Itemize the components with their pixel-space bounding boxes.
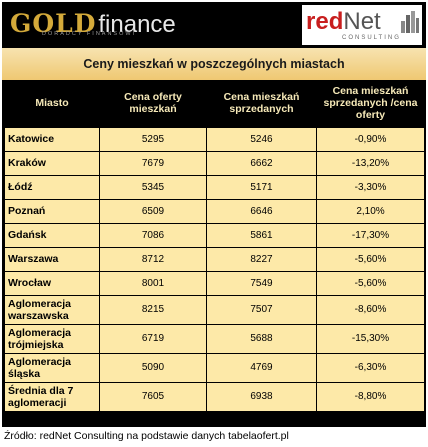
ratio-cell: -3,30% xyxy=(316,174,425,200)
ratio-cell: -17,30% xyxy=(316,222,425,248)
offer-price-cell: 5295 xyxy=(99,126,207,152)
goldfinance-tagline: DORADCY FINANSOWI xyxy=(42,31,137,37)
gold-logo-word: GOLD xyxy=(10,9,97,38)
column-header-ratio: Cena mieszkań sprzedanych /cena oferty xyxy=(316,80,425,127)
offer-price-cell: 8712 xyxy=(99,246,207,272)
table-body: Katowice 5295 5246 -0,90% Kraków 7679 6662 -13,… xyxy=(4,126,425,412)
city-cell: Kraków xyxy=(4,150,100,176)
offer-price-cell: 5090 xyxy=(99,352,207,383)
ratio-cell: -5,60% xyxy=(316,246,425,272)
table-header-row: Miasto Cena oferty mieszkań Cena mieszka… xyxy=(4,80,425,127)
table-row: Kraków 7679 6662 -13,20% xyxy=(4,150,425,176)
city-cell: Średnia dla 7 aglomeracji xyxy=(4,381,100,412)
table-row: Aglomeracja warszawska 8215 7507 -8,60% xyxy=(4,294,425,325)
sold-price-cell: 7507 xyxy=(206,294,317,325)
table-row: Średnia dla 7 aglomeracji 7605 6938 -8,80% xyxy=(4,381,425,412)
city-cell: Poznań xyxy=(4,198,100,224)
goldfinance-logo: GOLDfinance xyxy=(10,9,176,43)
offer-price-cell: 7679 xyxy=(99,150,207,176)
city-cell: Warszawa xyxy=(4,246,100,272)
table-row: Warszawa 8712 8227 -5,60% xyxy=(4,246,425,272)
rednet-net-word: Net xyxy=(343,8,381,35)
offer-price-cell: 6719 xyxy=(99,323,207,354)
rednet-logo-word: redNet xyxy=(306,8,381,36)
table-row: Wrocław 8001 7549 -5,60% xyxy=(4,270,425,296)
city-cell: Aglomeracja śląska xyxy=(4,352,100,383)
city-cell: Wrocław xyxy=(4,270,100,296)
building-bars-icon xyxy=(401,11,419,33)
column-header-sold-price: Cena mieszkań sprzedanych xyxy=(206,80,317,127)
sold-price-cell: 8227 xyxy=(206,246,317,272)
sold-price-cell: 6938 xyxy=(206,381,317,412)
sold-price-cell: 7549 xyxy=(206,270,317,296)
offer-price-cell: 7086 xyxy=(99,222,207,248)
table-row: Poznań 6509 6646 2,10% xyxy=(4,198,425,224)
city-cell: Aglomeracja warszawska xyxy=(4,294,100,325)
city-cell: Gdańsk xyxy=(4,222,100,248)
city-cell: Łódź xyxy=(4,174,100,200)
header-band: GOLDfinance DORADCY FINANSOWI redNet CON… xyxy=(2,2,426,48)
offer-price-cell: 8215 xyxy=(99,294,207,325)
title-band: Ceny mieszkań w poszczególnych miastach xyxy=(2,48,426,80)
ratio-cell: -0,90% xyxy=(316,126,425,152)
sold-price-cell: 4769 xyxy=(206,352,317,383)
sold-price-cell: 6662 xyxy=(206,150,317,176)
ratio-cell: -8,80% xyxy=(316,381,425,412)
sold-price-cell: 5688 xyxy=(206,323,317,354)
sold-price-cell: 6646 xyxy=(206,198,317,224)
sold-price-cell: 5171 xyxy=(206,174,317,200)
city-cell: Aglomeracja trójmiejska xyxy=(4,323,100,354)
sold-price-cell: 5246 xyxy=(206,126,317,152)
infographic-frame: GOLDfinance DORADCY FINANSOWI redNet CON… xyxy=(2,2,426,427)
ratio-cell: -15,30% xyxy=(316,323,425,354)
offer-price-cell: 6509 xyxy=(99,198,207,224)
price-table: Miasto Cena oferty mieszkań Cena mieszka… xyxy=(4,80,425,412)
rednet-logo: redNet CONSULTING xyxy=(302,5,422,45)
rednet-tagline: CONSULTING xyxy=(342,35,401,41)
city-cell: Katowice xyxy=(4,126,100,152)
ratio-cell: -13,20% xyxy=(316,150,425,176)
rednet-red-word: red xyxy=(306,8,344,35)
finance-logo-word: finance xyxy=(98,11,176,38)
offer-price-cell: 5345 xyxy=(99,174,207,200)
ratio-cell: -6,30% xyxy=(316,352,425,383)
offer-price-cell: 7605 xyxy=(99,381,207,412)
column-header-offer-price: Cena oferty mieszkań xyxy=(99,80,207,127)
column-header-city: Miasto xyxy=(4,80,100,127)
table-row: Aglomeracja śląska 5090 4769 -6,30% xyxy=(4,352,425,383)
table-row: Łódź 5345 5171 -3,30% xyxy=(4,174,425,200)
table-row: Aglomeracja trójmiejska 6719 5688 -15,30% xyxy=(4,323,425,354)
ratio-cell: -5,60% xyxy=(316,270,425,296)
table-row: Gdańsk 7086 5861 -17,30% xyxy=(4,222,425,248)
ratio-cell: -8,60% xyxy=(316,294,425,325)
source-note: Źródło: redNet Consulting na podstawie d… xyxy=(4,430,289,442)
offer-price-cell: 8001 xyxy=(99,270,207,296)
sold-price-cell: 5861 xyxy=(206,222,317,248)
table-title: Ceny mieszkań w poszczególnych miastach xyxy=(83,57,345,71)
ratio-cell: 2,10% xyxy=(316,198,425,224)
table-row: Katowice 5295 5246 -0,90% xyxy=(4,126,425,152)
